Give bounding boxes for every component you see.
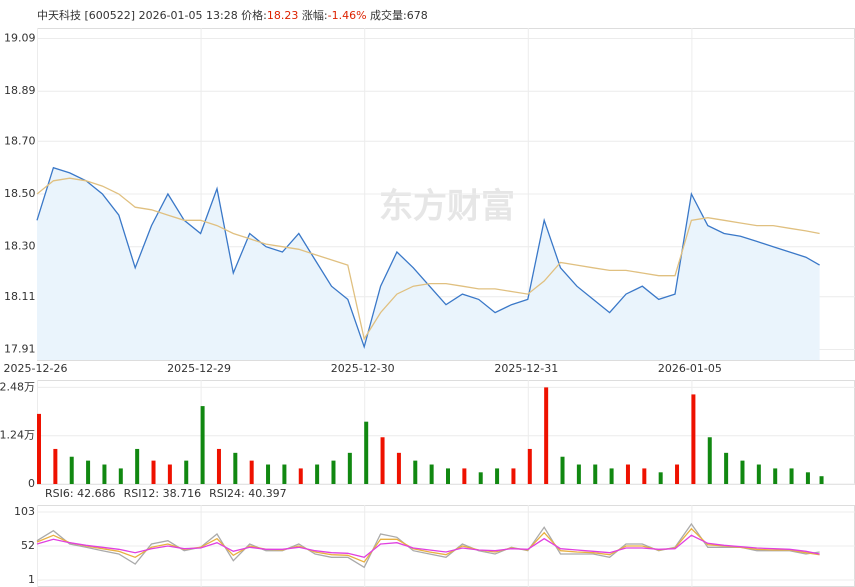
y-tick-label: 18.11 (4, 290, 36, 303)
volume-bar (462, 468, 467, 484)
y-tick-label: 18.50 (4, 187, 36, 200)
x-tick-label: 2025-12-31 (494, 362, 558, 375)
header-segment: 成交量:678 (367, 8, 428, 22)
header-segment: 涨幅: (298, 9, 327, 22)
volume-bar (167, 464, 172, 484)
volume-bar (364, 421, 369, 484)
volume-bar (69, 456, 74, 484)
x-tick-label: 2025-12-26 (4, 362, 68, 375)
x-tick-label: 2025-12-30 (331, 362, 395, 375)
volume-bar (102, 464, 107, 484)
volume-bar (282, 464, 287, 484)
legend-entry: RSI6: 42.686 (45, 487, 116, 500)
y-tick-label: 18.30 (4, 240, 36, 253)
volume-bar (805, 472, 810, 484)
volume-bar (413, 460, 418, 484)
legend-entry: RSI12: 38.716 (124, 487, 202, 500)
header-segment: 中天科技 [600522] 2026-01-05 13:28 价格: (37, 8, 267, 22)
y-tick-label: 18.70 (4, 134, 36, 147)
volume-bar (118, 468, 123, 484)
volume-bar (593, 464, 598, 484)
y-tick-label: 17.91 (4, 342, 36, 355)
x-tick-label: 2025-12-29 (167, 362, 231, 375)
header: 中天科技 [600522] 2026-01-05 13:28 价格:18.23 … (37, 8, 428, 22)
volume-bar (576, 464, 581, 484)
volume-bar (315, 464, 320, 484)
volume-bar (724, 452, 729, 484)
volume-bar (819, 476, 824, 484)
y-tick-label: 1 (28, 573, 35, 586)
volume-bar (396, 452, 401, 484)
y-tick-label: 1.24万 (0, 429, 35, 442)
volume-bar (298, 468, 303, 484)
volume-bar (544, 387, 549, 484)
volume-bar (380, 437, 385, 484)
volume-bar (135, 448, 140, 484)
volume-bar (691, 394, 696, 484)
y-tick-label: 19.09 (4, 32, 36, 45)
volume-bar (53, 448, 58, 484)
watermark: 东方财富 (379, 187, 515, 227)
y-tick-label: 103 (14, 505, 35, 518)
series-line (36, 166, 820, 350)
volume-bar (609, 468, 614, 484)
series-line (36, 534, 820, 559)
volume-bar (707, 437, 712, 484)
series-line (36, 522, 820, 569)
volume-bar (216, 448, 221, 484)
series-line (36, 177, 820, 341)
volume-bar (446, 468, 450, 484)
volume-bar (347, 452, 352, 484)
x-tick-label: 2026-01-05 (658, 362, 722, 375)
volume-bar (560, 456, 565, 484)
y-tick-label: 2.48万 (0, 380, 35, 393)
volume-bar (527, 448, 532, 484)
y-tick-label: 18.89 (4, 84, 36, 97)
volume-bar (331, 460, 336, 484)
volume-bar (249, 460, 254, 484)
header-segment: 18.23 (267, 9, 299, 22)
volume-bar (675, 464, 680, 484)
volume-bar (184, 460, 189, 484)
volume-bar (429, 464, 434, 484)
volume-bar (511, 468, 516, 484)
volume-bar (478, 472, 483, 484)
volume-bar (756, 464, 761, 484)
volume-bar (151, 460, 156, 484)
volume-bar (789, 468, 794, 484)
legend-entry: RSI24: 40.397 (209, 487, 287, 500)
volume-bar (86, 460, 91, 484)
volume-bar (200, 406, 205, 484)
y-tick-label: 0 (28, 477, 35, 490)
volume-bar (658, 472, 663, 484)
volume-bar (773, 468, 778, 484)
volume-bar (642, 468, 647, 484)
header-segment: -1.46% (328, 9, 367, 22)
volume-bar (625, 464, 630, 484)
volume-bar (495, 468, 500, 484)
y-tick-label: 52 (21, 539, 35, 552)
volume-bar (233, 452, 238, 484)
volume-bar (37, 413, 41, 484)
volume-bar (266, 464, 271, 484)
price-area (37, 167, 820, 360)
series-line (36, 527, 820, 563)
volume-bar (740, 460, 745, 484)
